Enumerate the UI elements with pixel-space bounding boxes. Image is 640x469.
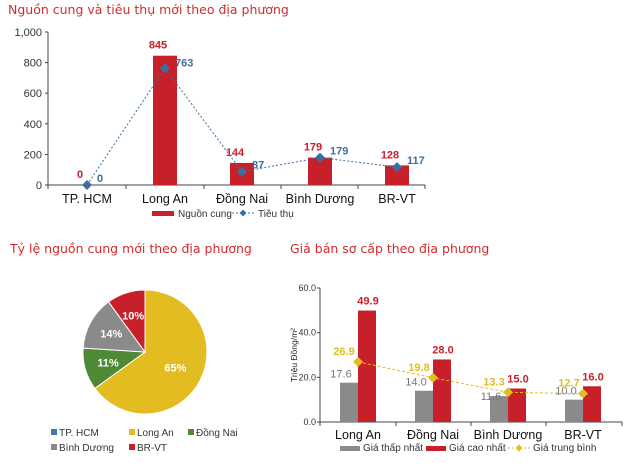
min-price-label: 11.6	[481, 391, 502, 403]
avg-price-label: 12.7	[558, 378, 579, 390]
y-tick-label: 60.0	[298, 283, 316, 293]
legend-label-max: Giá cao nhất	[449, 442, 506, 454]
max-price-label: 28.0	[432, 344, 453, 356]
legend-swatch	[129, 444, 135, 450]
consumption-point	[392, 162, 402, 173]
legend-marker-avg	[515, 444, 523, 452]
avg-price-point	[428, 372, 438, 383]
chart2-title: Tỷ lệ nguồn cung mới theo địa phương	[9, 241, 252, 256]
legend-marker-consumption	[239, 209, 247, 217]
supply-consumption-chart: 0 200 400 600 800 1,000 TP. HCM 0 0 Long An 845 763…	[14, 27, 426, 220]
bar-min-price	[340, 382, 358, 422]
consumption-data-label: 763	[175, 57, 193, 69]
consumption-data-label: 0	[97, 173, 103, 185]
legend-swatch	[51, 444, 57, 450]
bar-min-price	[565, 399, 583, 422]
pie-data-label: 14%	[100, 328, 122, 340]
avg-price-label: 26.9	[333, 346, 354, 358]
consumption-data-label: 117	[407, 155, 425, 167]
pie-data-label: 65%	[164, 362, 186, 374]
y-tick-label: 1,000	[14, 27, 42, 39]
pie-slice	[107, 289, 146, 354]
bar-max-price	[358, 310, 376, 422]
legend-swatch	[51, 429, 57, 435]
x-category-label: Bình Dương	[286, 192, 355, 206]
pie-data-label: 10%	[122, 310, 144, 322]
bar-min-price	[490, 396, 508, 422]
bar-max-price	[508, 388, 526, 422]
max-price-label: 16.0	[582, 371, 603, 383]
legend-label-avg: Giá trung bình	[533, 443, 596, 454]
bar-supply	[385, 165, 409, 185]
legend-label-supply: Nguồn cung	[178, 208, 232, 220]
legend-label: Long An	[137, 428, 174, 439]
avg-price-point	[503, 387, 513, 398]
supply-data-label: 128	[381, 149, 399, 161]
legend-swatch	[188, 429, 194, 435]
supply-data-label: 845	[149, 40, 167, 52]
y-tick-label: 40.0	[298, 328, 316, 338]
avg-price-line	[357, 361, 584, 395]
x-category-label: Bình Dương	[474, 428, 543, 442]
y-tick-label: 400	[24, 119, 42, 131]
min-price-label: 14.0	[405, 377, 426, 389]
avg-price-point	[353, 356, 363, 367]
consumption-point	[160, 63, 170, 74]
chart1-title: Nguồn cung và tiêu thụ mới theo địa phươ…	[8, 2, 289, 17]
bar-min-price	[415, 390, 433, 422]
y-tick-label: 20.0	[298, 372, 316, 382]
x-category-label: Long An	[142, 192, 188, 206]
x-category-label: Đồng Nai	[216, 192, 268, 206]
x-category-label: BR-VT	[378, 192, 416, 206]
avg-price-label: 19.8	[408, 362, 429, 374]
consumption-data-label: 179	[330, 146, 348, 158]
supply-data-label: 144	[226, 147, 245, 159]
chart3-title: Giá bán sơ cấp theo địa phương	[290, 241, 489, 256]
avg-price-label: 13.3	[483, 376, 504, 388]
y-tick-label: 0	[36, 180, 42, 192]
legend-swatch	[129, 429, 135, 435]
y-axis-label: Triệu Đồng/m²	[289, 328, 299, 382]
supply-share-pie: 65% 11% 14%10% TP. HCM Long An Đồng Nai Bình D…	[51, 289, 238, 454]
supply-data-label: 179	[304, 142, 322, 154]
legend-swatch-supply	[152, 211, 174, 216]
legend-label-min: Giá thấp nhất	[363, 442, 423, 454]
legend-label-consumption: Tiêu thụ	[258, 209, 294, 220]
legend-swatch-max	[426, 446, 446, 451]
bar-supply	[153, 55, 177, 186]
legend-label: TP. HCM	[59, 428, 99, 439]
y-tick-label: 800	[24, 58, 42, 70]
pie-slice	[82, 301, 147, 353]
avg-price-point	[578, 388, 588, 399]
y-tick-label: 200	[24, 149, 42, 161]
consumption-point	[237, 166, 247, 177]
legend-label: Đồng Nai	[196, 427, 238, 439]
x-category-label: Đồng Nai	[407, 428, 459, 442]
pie-slice	[94, 289, 208, 415]
bar-max-price	[433, 359, 451, 422]
max-price-label: 15.0	[507, 374, 528, 386]
supply-data-label: 0	[77, 169, 83, 181]
y-tick-label: 600	[24, 88, 42, 100]
x-category-label: Long An	[335, 428, 381, 442]
min-price-label: 10.0	[555, 386, 576, 398]
y-tick-label: 0.0	[303, 417, 316, 427]
consumption-point	[82, 180, 92, 190]
legend-swatch-min	[340, 446, 360, 451]
min-price-label: 17.6	[330, 369, 351, 381]
bar-max-price	[583, 386, 601, 422]
x-category-label: TP. HCM	[62, 192, 112, 206]
primary-price-chart: 0.0 20.0 40.0 60.0 Triệu Đồng/m² Long An 17.6 4…	[289, 283, 623, 454]
x-category-label: BR-VT	[564, 428, 602, 442]
max-price-label: 49.9	[357, 296, 378, 308]
pie-data-label: 11%	[97, 358, 119, 370]
legend-label: BR-VT	[137, 443, 167, 454]
legend-label: Bình Dương	[59, 443, 114, 454]
consumption-point	[315, 152, 325, 163]
